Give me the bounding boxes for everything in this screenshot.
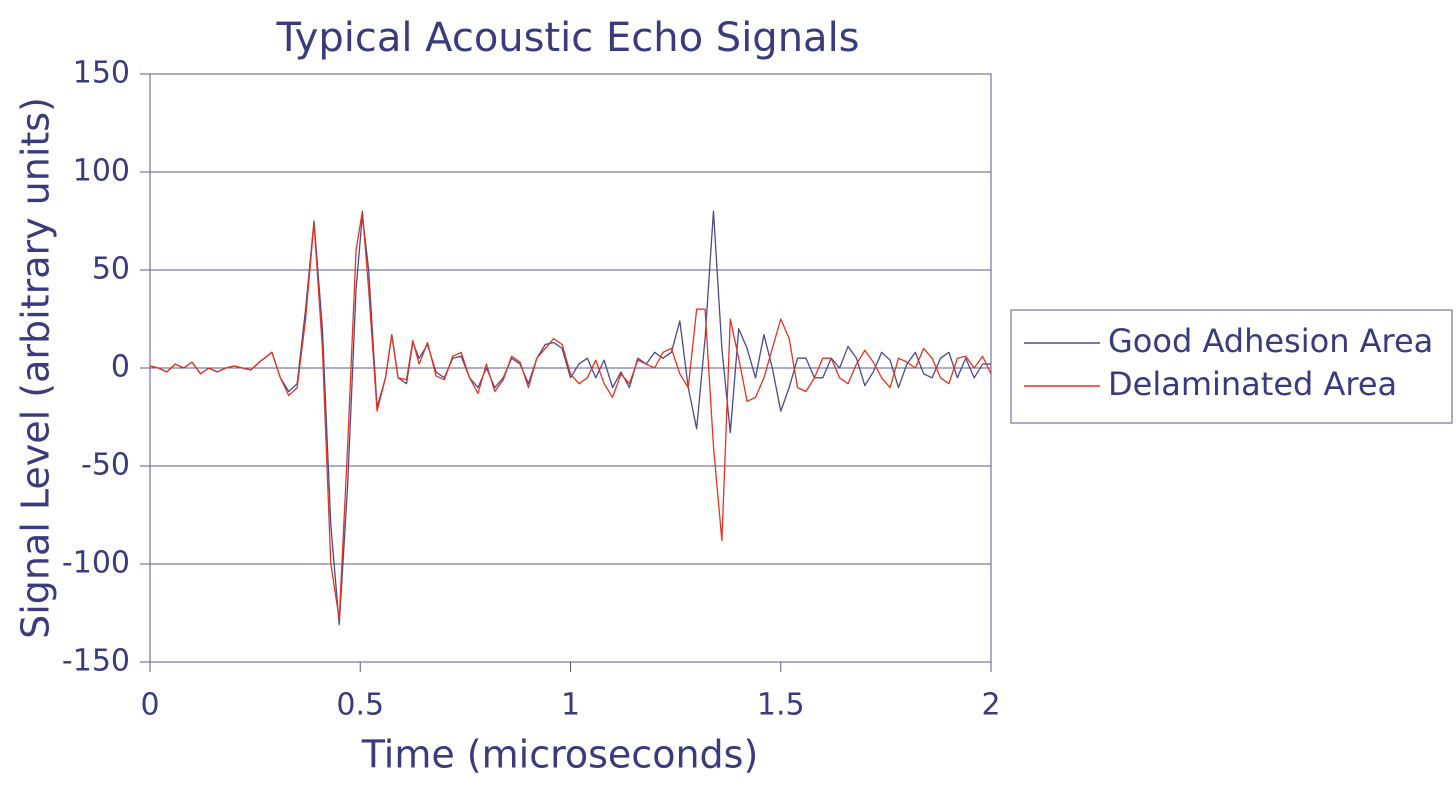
x-tick-label: 0: [140, 688, 159, 723]
x-tick-label: 2: [981, 688, 1000, 723]
legend-label: Good Adhesion Area: [1108, 322, 1433, 360]
x-tick-label: 1: [561, 688, 580, 723]
chart-title: Typical Acoustic Echo Signals: [275, 15, 859, 61]
y-tick-label: -100: [62, 546, 130, 581]
y-tick-label: 150: [73, 56, 130, 91]
x-tick-label: 1.5: [757, 688, 805, 723]
y-tick-label: -150: [62, 644, 130, 679]
y-tick-label: 50: [92, 252, 130, 287]
x-tick-label: 0.5: [336, 688, 384, 723]
series-line: [149, 210, 991, 626]
legend-box: [1010, 309, 1453, 424]
y-tick-label: -50: [81, 448, 130, 483]
y-tick-label: 100: [73, 154, 130, 189]
legend-label: Delaminated Area: [1108, 365, 1397, 403]
x-axis-title: Time (microseconds): [361, 733, 759, 777]
y-tick-label: 0: [111, 350, 130, 385]
series-line: [149, 210, 992, 620]
y-axis-title: Signal Level (arbitrary units): [14, 97, 58, 639]
